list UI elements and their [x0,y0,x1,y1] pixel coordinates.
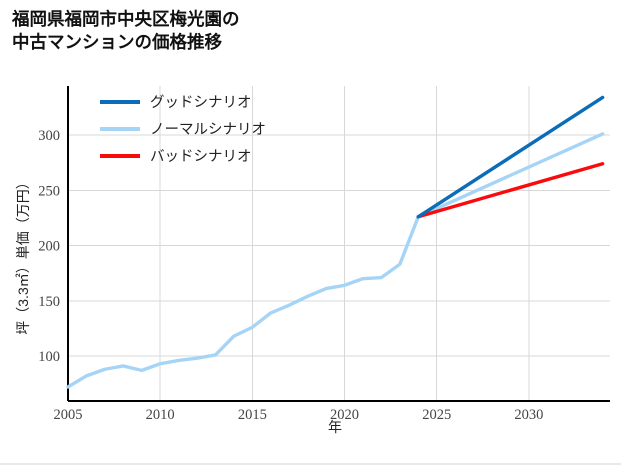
x-tick-label: 2005 [54,407,83,423]
legend-label[interactable]: ノーマルシナリオ [150,122,266,138]
y-tick-label: 250 [38,183,60,199]
series-line-normal [66,132,605,389]
x-tick-label: 2025 [422,407,451,423]
chart-title: 福岡県福岡市中央区梅光園の 中古マンションの価格推移 [12,9,240,53]
y-tick-label: 300 [38,128,60,144]
series-line-bad [416,162,605,219]
y-axis-tick-labels: 100 150 200 250 300 [38,128,60,365]
x-tick-label: 2020 [330,407,359,423]
y-tick-label: 150 [38,294,60,310]
legend-label[interactable]: バッドシナリオ [150,149,252,165]
x-tick-label: 2015 [238,407,267,423]
x-tick-label: 2010 [146,407,175,423]
data-series [66,95,605,389]
y-axis-title: 坪（3.3㎡）単価（万円） [15,175,31,334]
x-tick-label: 2030 [514,407,543,423]
gridlines [67,86,610,401]
y-tick-label: 200 [38,239,60,255]
x-axis-title: 年 [328,419,342,435]
y-tick-label: 100 [38,349,60,365]
x-axis-tick-labels: 2005 2010 2015 2020 2025 2030 [54,407,544,423]
legend-label[interactable]: グッドシナリオ [150,94,252,111]
series-line-good [416,95,605,219]
axes [66,86,610,403]
